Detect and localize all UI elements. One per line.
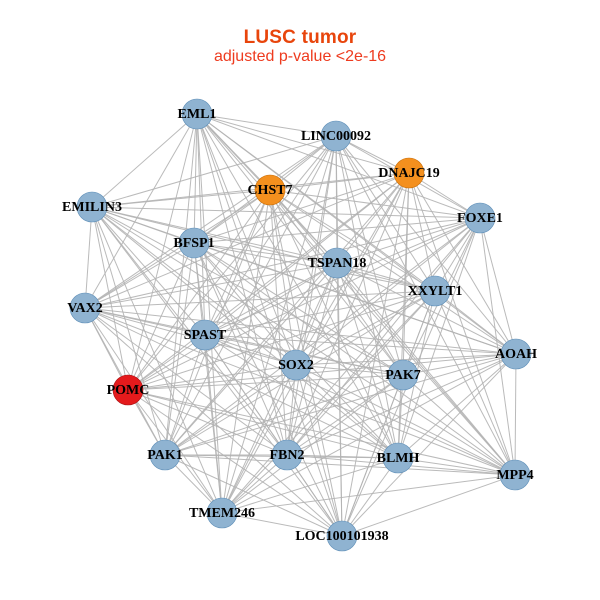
svg-text:VAX2: VAX2 [67, 301, 103, 316]
svg-text:BLMH: BLMH [377, 451, 420, 466]
svg-text:PAK1: PAK1 [147, 448, 183, 463]
svg-text:BFSP1: BFSP1 [173, 236, 214, 251]
svg-text:LOC100101938: LOC100101938 [295, 529, 388, 544]
svg-text:PAK7: PAK7 [385, 368, 421, 383]
svg-text:XXYLT1: XXYLT1 [408, 284, 463, 299]
svg-text:SPAST: SPAST [184, 328, 227, 343]
svg-text:CHST7: CHST7 [247, 183, 292, 198]
svg-text:TSPAN18: TSPAN18 [308, 256, 367, 271]
svg-text:EML1: EML1 [178, 107, 217, 122]
svg-text:POMC: POMC [107, 383, 150, 398]
svg-text:DNAJC19: DNAJC19 [378, 166, 439, 181]
svg-text:FBN2: FBN2 [270, 448, 305, 463]
svg-text:EMILIN3: EMILIN3 [62, 200, 122, 215]
svg-text:MPP4: MPP4 [496, 468, 533, 483]
svg-text:TMEM246: TMEM246 [189, 506, 255, 521]
svg-text:FOXE1: FOXE1 [457, 211, 503, 226]
svg-text:LINC00092: LINC00092 [301, 129, 371, 144]
svg-text:SOX2: SOX2 [278, 358, 314, 373]
svg-text:AOAH: AOAH [495, 347, 537, 362]
